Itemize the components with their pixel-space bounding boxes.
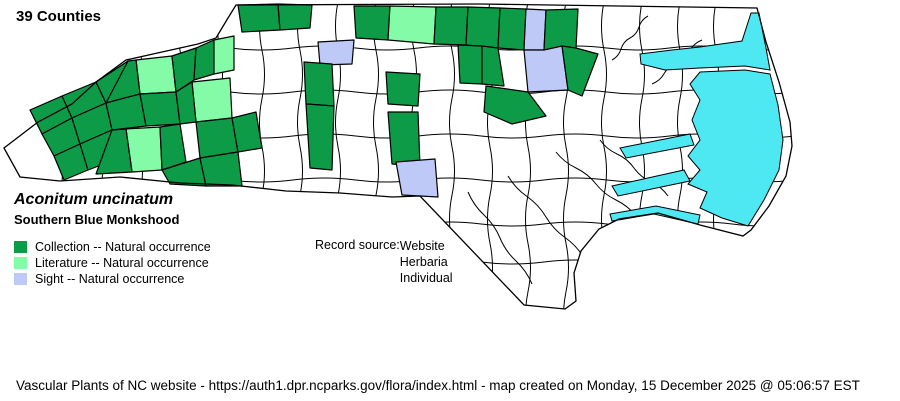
county-collection (457, 44, 483, 85)
water-body (611, 169, 691, 197)
county-collection (433, 6, 469, 46)
record-source-website: Website (399, 239, 445, 253)
county-collection (139, 91, 181, 127)
county-collection (303, 61, 335, 107)
county-collection (483, 85, 547, 125)
legend-label-literature: Literature -- Natural occurrence (35, 256, 209, 270)
species-block: Aconitum uncinatum Southern Blue Monksho… (14, 191, 179, 227)
legend-label-sight: Sight -- Natural occurrence (35, 272, 185, 286)
county-collection (561, 45, 599, 97)
legend-label-collection: Collection -- Natural occurrence (35, 240, 211, 254)
county-count-title: 39 Counties (16, 8, 102, 25)
county-collection (353, 5, 391, 41)
legend-row-sight: Sight -- Natural occurrence (14, 271, 211, 287)
water-body (639, 12, 771, 71)
water-body (619, 133, 695, 159)
county-collection (195, 117, 239, 159)
legend-row-collection: Collection -- Natural occurrence (14, 239, 211, 255)
footer-attribution: Vascular Plants of NC website - https://… (16, 378, 860, 393)
county-collection (481, 45, 505, 87)
record-source-block: Record source: Website Herbaria Individu… (315, 238, 453, 286)
county-collection (543, 8, 579, 51)
county-literature (387, 5, 437, 45)
map-legend: Collection -- Natural occurrence Literat… (14, 239, 211, 287)
county-collection (237, 3, 281, 33)
record-source-individual: Individual (399, 271, 453, 285)
county-sight (317, 39, 355, 66)
species-common-name: Southern Blue Monkshood (14, 212, 180, 227)
nc-county-map-svg (3, 3, 793, 310)
county-collection (465, 6, 501, 49)
county-collection (231, 111, 263, 153)
county-sight (523, 8, 547, 51)
collection-color-swatch (14, 241, 27, 253)
nc-county-map (3, 3, 793, 310)
county-collection (385, 71, 421, 107)
highlighted-counties (29, 3, 599, 198)
species-scientific-name: Aconitum uncinatum (14, 191, 174, 208)
record-source-values: Website Herbaria Individual (400, 238, 453, 286)
state-outline (3, 3, 793, 310)
county-collection (497, 7, 527, 51)
literature-color-swatch (14, 257, 27, 269)
county-collection (95, 128, 133, 175)
county-collection (305, 103, 335, 171)
record-source-label: Record source: (315, 238, 400, 252)
county-sight (395, 158, 439, 198)
county-collection (387, 111, 421, 167)
water-body (687, 69, 784, 227)
sight-color-swatch (14, 273, 27, 285)
county-literature (135, 55, 177, 95)
county-collection (277, 3, 313, 31)
record-source-herbaria: Herbaria (399, 255, 448, 269)
county-sight (523, 45, 569, 93)
county-literature (191, 77, 233, 123)
sounds-water (609, 12, 784, 227)
county-literature (213, 35, 235, 75)
legend-row-literature: Literature -- Natural occurrence (14, 255, 211, 271)
county-collection (199, 151, 243, 187)
